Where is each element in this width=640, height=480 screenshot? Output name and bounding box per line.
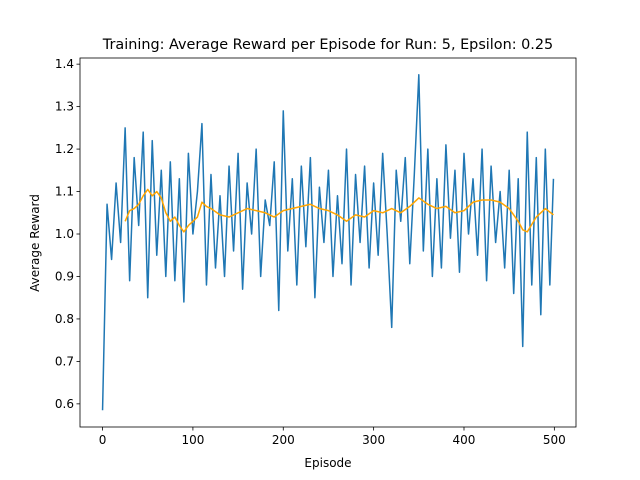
- x-tick-label: 100: [181, 433, 204, 447]
- x-tick-label: 400: [453, 433, 476, 447]
- x-tick-label: 200: [272, 433, 295, 447]
- x-tick-label: 0: [99, 433, 107, 447]
- y-tick-label: 1.2: [55, 142, 74, 156]
- y-tick-label: 0.6: [55, 397, 74, 411]
- y-tick-label: 1.3: [55, 100, 74, 114]
- y-tick-label: 1.0: [55, 227, 74, 241]
- y-tick-label: 0.9: [55, 269, 74, 283]
- y-tick-label: 0.7: [55, 354, 74, 368]
- data-line: [101, 74, 555, 411]
- x-tick-label: 500: [543, 433, 566, 447]
- plot-frame: [79, 57, 577, 428]
- x-axis-label: Episode: [304, 456, 351, 470]
- y-tick-label: 1.1: [55, 185, 74, 199]
- y-tick-label: 1.4: [55, 57, 74, 71]
- chart-title: Training: Average Reward per Episode for…: [102, 37, 553, 53]
- y-tick-label: 0.8: [55, 312, 74, 326]
- x-tick-label: 300: [362, 433, 385, 447]
- y-axis-label: Average Reward: [28, 194, 42, 292]
- data-line: [124, 188, 554, 233]
